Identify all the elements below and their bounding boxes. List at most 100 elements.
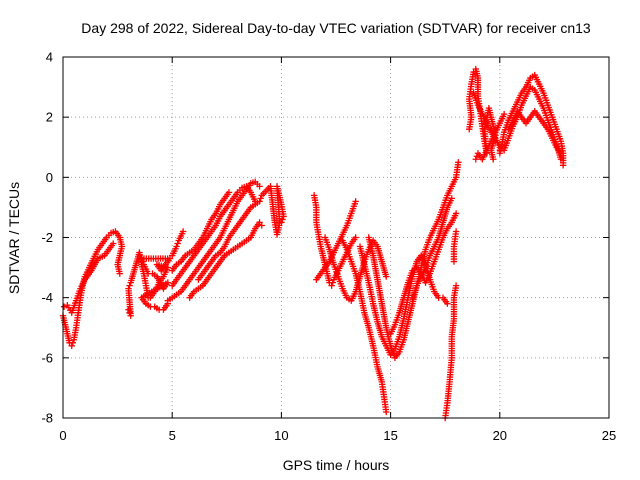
data-point bbox=[382, 271, 389, 278]
data-point bbox=[188, 247, 196, 255]
data-point bbox=[63, 328, 71, 335]
data-point bbox=[486, 126, 494, 134]
y-tick-label: -6 bbox=[41, 350, 53, 365]
data-point bbox=[163, 302, 170, 309]
data-point bbox=[443, 206, 450, 213]
data-point bbox=[442, 298, 450, 305]
data-point bbox=[116, 268, 123, 275]
data-point bbox=[338, 283, 345, 290]
data-point bbox=[175, 259, 182, 267]
data-point bbox=[382, 322, 390, 329]
data-point bbox=[206, 260, 214, 267]
data-point bbox=[386, 340, 394, 347]
data-point bbox=[237, 194, 244, 201]
data-point bbox=[467, 83, 475, 90]
data-point bbox=[141, 298, 148, 305]
data-point bbox=[215, 203, 223, 210]
data-point bbox=[174, 240, 181, 247]
data-point bbox=[472, 156, 479, 163]
data-point bbox=[110, 229, 117, 236]
data-point bbox=[543, 123, 550, 131]
data-point bbox=[404, 281, 411, 288]
data-point bbox=[224, 203, 231, 210]
data-point bbox=[529, 85, 536, 92]
grid bbox=[63, 57, 609, 418]
data-point bbox=[105, 232, 113, 239]
data-point bbox=[404, 320, 411, 328]
data-point bbox=[143, 268, 151, 275]
data-point bbox=[198, 260, 205, 267]
data-point bbox=[516, 111, 524, 119]
data-point bbox=[447, 221, 454, 228]
data-point bbox=[250, 227, 258, 234]
data-point bbox=[378, 331, 385, 338]
data-point bbox=[325, 243, 332, 251]
data-point bbox=[504, 137, 511, 144]
data-point bbox=[115, 232, 122, 239]
data-point bbox=[534, 111, 541, 119]
data-point bbox=[486, 140, 494, 147]
data-point bbox=[434, 236, 441, 243]
data-point bbox=[478, 108, 485, 116]
data-point bbox=[556, 148, 563, 155]
data-point bbox=[202, 278, 209, 285]
data-point bbox=[482, 149, 489, 156]
data-point bbox=[171, 263, 179, 270]
data-point bbox=[434, 218, 441, 225]
data-point bbox=[184, 250, 191, 258]
data-point bbox=[207, 218, 214, 225]
data-point bbox=[369, 298, 376, 305]
data-point bbox=[491, 131, 498, 138]
data-point bbox=[395, 311, 402, 319]
data-point bbox=[521, 95, 529, 102]
data-point bbox=[425, 236, 433, 244]
data-point bbox=[538, 117, 546, 125]
data-point bbox=[373, 274, 381, 281]
data-point bbox=[395, 335, 402, 343]
data-point bbox=[324, 260, 332, 267]
data-point bbox=[547, 132, 555, 140]
y-tick-label: 4 bbox=[46, 50, 53, 65]
data-point bbox=[233, 224, 240, 231]
data-point bbox=[241, 188, 249, 195]
data-point bbox=[180, 266, 188, 273]
data-point bbox=[421, 266, 428, 274]
data-point bbox=[189, 290, 196, 297]
data-point bbox=[543, 114, 551, 121]
data-point bbox=[68, 342, 75, 349]
data-point bbox=[338, 260, 345, 268]
data-point bbox=[185, 278, 192, 285]
data-point bbox=[241, 238, 248, 246]
data-point bbox=[552, 141, 559, 149]
data-point bbox=[125, 287, 132, 295]
data-point bbox=[180, 254, 188, 261]
data-point bbox=[151, 271, 158, 279]
data-point bbox=[534, 93, 542, 101]
data-point bbox=[254, 221, 262, 228]
data-point bbox=[482, 117, 489, 125]
data-point bbox=[373, 316, 381, 323]
data-point bbox=[202, 266, 209, 273]
data-point bbox=[559, 159, 567, 167]
data-point bbox=[241, 183, 248, 191]
data-point bbox=[76, 287, 83, 295]
data-point bbox=[351, 267, 358, 275]
data-point bbox=[372, 241, 380, 248]
data-point bbox=[517, 92, 524, 99]
data-point bbox=[246, 187, 253, 194]
data-point bbox=[478, 120, 486, 127]
data-point bbox=[369, 250, 376, 257]
data-point bbox=[412, 284, 420, 292]
data-point bbox=[473, 99, 481, 106]
data-point bbox=[93, 248, 101, 255]
data-point bbox=[425, 254, 433, 262]
data-point bbox=[317, 240, 324, 248]
data-point bbox=[373, 361, 381, 368]
data-point bbox=[277, 198, 285, 206]
data-point bbox=[399, 317, 407, 325]
data-point bbox=[72, 326, 79, 334]
data-point bbox=[202, 254, 209, 261]
data-point bbox=[140, 255, 148, 262]
data-point bbox=[228, 197, 236, 204]
